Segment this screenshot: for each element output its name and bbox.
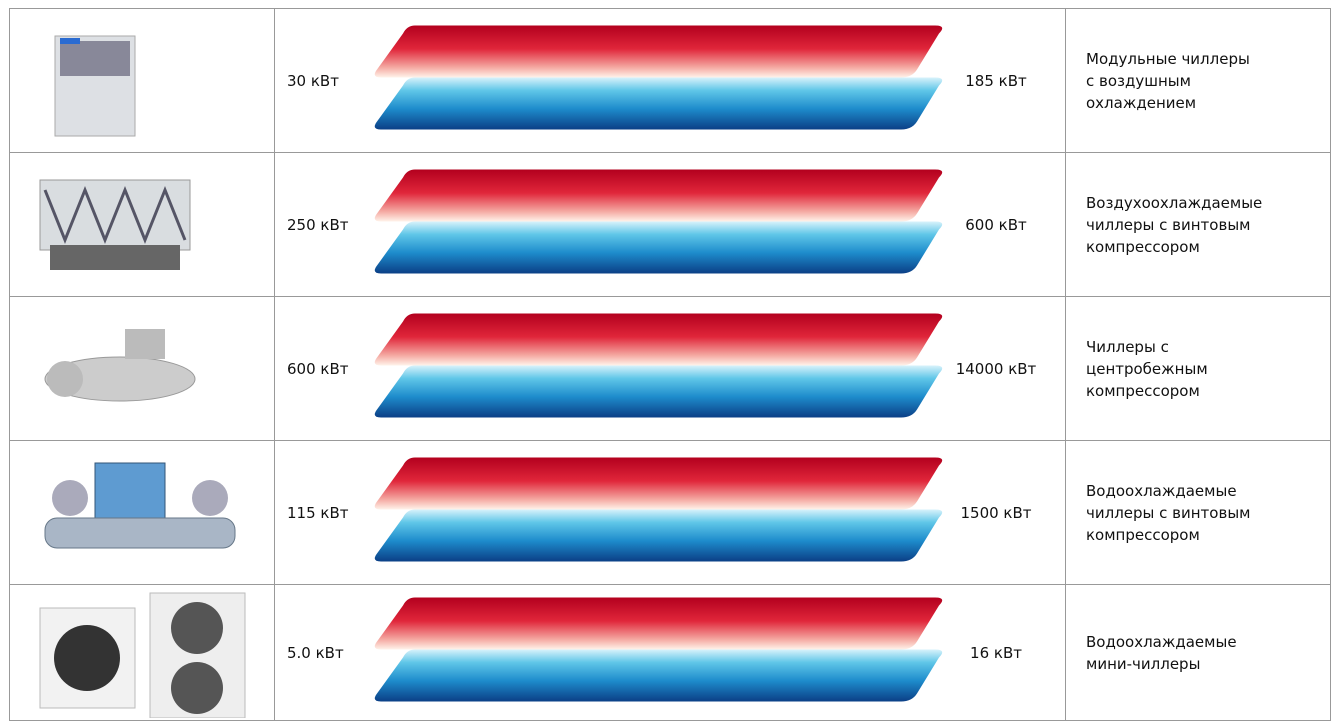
min-capacity: 115 кВт (287, 503, 349, 522)
description: Водоохлаждаемые чиллеры с винтовым компрес… (1086, 480, 1250, 546)
max-capacity: 16 кВт (970, 643, 1022, 662)
cold-band (374, 509, 943, 562)
table-row: 115 кВт 1500 кВт Водоохлаждаемые чиллеры с … (10, 441, 1331, 585)
range-graphic (374, 597, 943, 702)
table-row: 30 кВт 185 кВт Модульные чиллеры с воздушны… (10, 9, 1331, 153)
hot-band (374, 25, 943, 78)
max-capacity: 1500 кВт (960, 503, 1032, 522)
description-line: с воздушным (1086, 71, 1191, 90)
range-cell: 30 кВт 185 кВт (275, 9, 1066, 152)
image-cell (10, 441, 275, 584)
description-cell: Чиллеры с центробежным компрессором (1066, 297, 1331, 440)
description-line: чиллеры с винтовым (1086, 215, 1251, 234)
description-line: компрессором (1086, 525, 1200, 544)
description-cell: Водоохлаждаемые чиллеры с винтовым компрес… (1066, 441, 1331, 584)
product-image (44, 462, 235, 548)
image-cell (10, 297, 275, 440)
range-cell: 115 кВт 1500 кВт (275, 441, 1066, 584)
product-image (39, 179, 190, 270)
description-line: Модульные чиллеры (1086, 49, 1250, 68)
range-graphic (374, 169, 943, 274)
table-row: 600 кВт 14000 кВт Чиллеры с центробежным ком… (10, 297, 1331, 441)
product-image (39, 592, 245, 718)
cold-band (374, 221, 943, 274)
table-row: 5.0 кВт 16 кВт Водоохлаждаемые мини-чиллеры (10, 585, 1331, 721)
description-cell: Водоохлаждаемые мини-чиллеры (1066, 585, 1331, 720)
description-cell: Модульные чиллеры с воздушным охлаждением (1066, 9, 1331, 152)
description-line: Водоохлаждаемые (1086, 481, 1237, 500)
range-cell: 250 кВт 600 кВт (275, 153, 1066, 296)
cold-band (374, 649, 943, 702)
range-graphic (374, 457, 943, 562)
range-cell: 600 кВт 14000 кВт (275, 297, 1066, 440)
description-line: компрессором (1086, 381, 1200, 400)
min-capacity: 250 кВт (287, 215, 349, 234)
hot-band (374, 169, 943, 222)
hot-band (374, 313, 943, 366)
image-cell (10, 153, 275, 296)
range-graphic (374, 25, 943, 130)
table-row: 250 кВт 600 кВт Воздухоохлаждаемые чиллеры … (10, 153, 1331, 297)
product-image (44, 328, 195, 401)
max-capacity: 600 кВт (965, 215, 1027, 234)
product-image (54, 35, 135, 136)
image-cell (10, 585, 275, 720)
min-capacity: 600 кВт (287, 359, 349, 378)
hot-band (374, 597, 943, 650)
description-line: центробежным (1086, 359, 1208, 378)
description-cell: Воздухоохлаждаемые чиллеры с винтовым комп… (1066, 153, 1331, 296)
max-capacity: 185 кВт (965, 71, 1027, 90)
image-cell (10, 9, 275, 152)
description-line: чиллеры с винтовым (1086, 503, 1251, 522)
max-capacity: 14000 кВт (955, 359, 1037, 378)
description-line: мини-чиллеры (1086, 654, 1201, 673)
description: Воздухоохлаждаемые чиллеры с винтовым комп… (1086, 192, 1262, 258)
description: Модульные чиллеры с воздушным охлаждением (1086, 48, 1250, 114)
range-cell: 5.0 кВт 16 кВт (275, 585, 1066, 720)
min-capacity: 30 кВт (287, 71, 339, 90)
description-line: охлаждением (1086, 93, 1197, 112)
min-capacity: 5.0 кВт (287, 643, 344, 662)
table: 30 кВт 185 кВт Модульные чиллеры с воздушны… (9, 8, 1331, 721)
description: Чиллеры с центробежным компрессором (1086, 336, 1208, 402)
description-line: Водоохлаждаемые (1086, 632, 1237, 651)
description: Водоохлаждаемые мини-чиллеры (1086, 631, 1237, 675)
description-line: Воздухоохлаждаемые (1086, 193, 1263, 212)
range-graphic (374, 313, 943, 418)
cold-band (374, 77, 943, 130)
description-line: компрессором (1086, 237, 1200, 256)
description-line: Чиллеры с (1086, 337, 1169, 356)
hot-band (374, 457, 943, 510)
cold-band (374, 365, 943, 418)
